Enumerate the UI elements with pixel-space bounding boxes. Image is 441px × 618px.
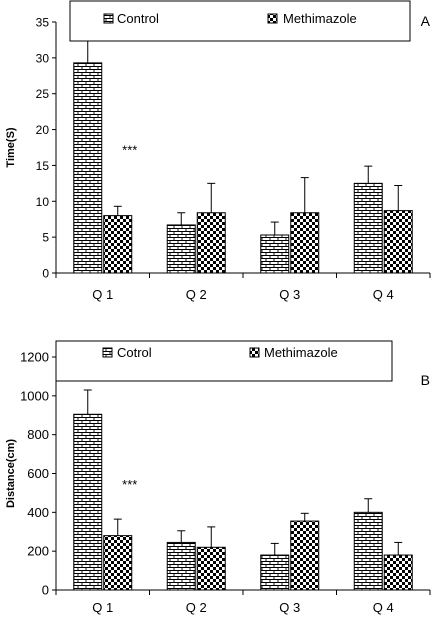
bar [290,212,320,274]
bar [383,554,413,591]
bar [73,62,103,274]
x-tick-label: Q 2 [186,600,207,615]
legend-box [55,340,393,382]
y-tick-label: 25 [36,87,50,101]
bar [260,554,290,591]
legend-entry: Methimazole [283,11,357,26]
y-tick-label: 0 [42,583,49,598]
bar [103,535,133,591]
y-tick-label: 30 [36,51,50,65]
bar [196,212,226,274]
y-tick-label: 20 [36,123,50,137]
bar [166,224,196,274]
y-axis-title: Distance(cm) [5,439,17,508]
panel-label: A [421,13,431,29]
chart-panel-b: 0 200 400 600 800 1000 1200 Q 1 Q 2 Q 3 Q 4 Distanc… [5,340,431,615]
legend-swatch [103,13,114,24]
bar [290,520,320,591]
y-tick-label: 15 [36,159,50,173]
x-tick-label: Q 4 [373,287,394,302]
x-tick-label: Q 2 [186,287,207,302]
legend-entry: Methimazole [264,345,338,360]
significance-marker: *** [122,477,137,492]
bar [103,215,133,274]
bar [260,234,290,274]
y-tick-label: 10 [36,195,50,209]
panel-label: B [421,372,430,388]
y-tick-label: 5 [42,231,49,245]
y-tick-label: 200 [27,544,49,559]
legend-swatch [249,347,260,358]
bar [383,210,413,274]
y-tick-label: 600 [27,466,49,481]
x-tick-label: Q 3 [279,600,300,615]
y-axis-title: Time(S) [5,127,17,167]
x-tick-label: Q 3 [279,287,300,302]
legend-swatch [102,347,113,358]
bar [353,511,383,591]
y-tick-label: 1200 [20,350,49,365]
legend-swatch [267,13,278,24]
x-tick-label: Q 1 [92,287,113,302]
bar [196,546,226,591]
legend-box [69,0,411,42]
y-tick-label: 400 [27,505,49,520]
x-tick-label: Q 1 [92,600,113,615]
bar [73,413,103,591]
legend-entry: Control [117,11,159,26]
y-tick-label: 0 [42,267,49,281]
legend-entry: Cotrol [117,345,152,360]
y-tick-label: 35 [36,16,50,30]
y-tick-label: 800 [27,427,49,442]
significance-marker: *** [122,143,137,158]
bar [166,541,196,591]
chart-panel-a: 0 5 10 15 20 25 30 35 Q 1 Q 2 Q 3 Q 4 Time(S) *** Cont… [5,0,431,302]
bar [353,182,383,274]
x-tick-label: Q 4 [373,600,394,615]
y-tick-label: 1000 [20,388,49,403]
